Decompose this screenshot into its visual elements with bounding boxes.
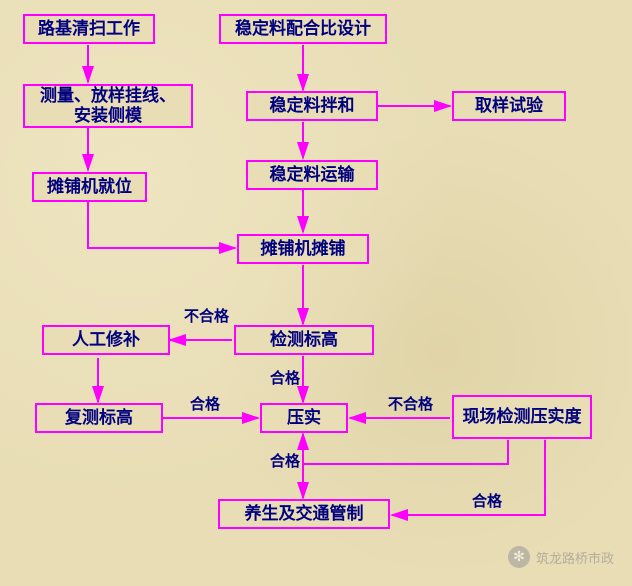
node-paver-position: 摊铺机就位 [32, 172, 147, 202]
node-label: 检测标高 [270, 330, 338, 350]
node-mix-design: 稳定料配合比设计 [219, 14, 387, 44]
node-label: 稳定料配合比设计 [235, 19, 371, 39]
node-recheck-elevation: 复测标高 [35, 403, 163, 433]
node-label: 人工修补 [72, 330, 140, 350]
node-label: 复测标高 [65, 408, 133, 428]
node-label: 摊铺机摊铺 [261, 239, 346, 259]
node-paving: 摊铺机摊铺 [237, 234, 369, 264]
node-field-inspection: 现场检测压实度 [452, 395, 592, 439]
node-label: 压实 [287, 408, 321, 428]
node-label: 测量、放样挂线、安装侧模 [33, 86, 183, 127]
node-transport: 稳定料运输 [246, 160, 378, 190]
node-curing-traffic: 养生及交通管制 [218, 499, 390, 529]
node-label: 现场检测压实度 [463, 407, 582, 427]
node-label: 稳定料运输 [270, 165, 355, 185]
node-manual-repair: 人工修补 [42, 325, 170, 355]
node-label: 路基清扫工作 [38, 19, 140, 39]
watermark-text: 筑龙路桥市政 [536, 548, 614, 567]
node-check-elevation: 检测标高 [234, 325, 374, 355]
node-roadbed-cleaning: 路基清扫工作 [23, 14, 155, 44]
node-sampling: 取样试验 [452, 91, 566, 121]
node-mixing: 稳定料拌和 [246, 91, 378, 121]
watermark: ✻ 筑龙路桥市政 [508, 546, 614, 568]
node-label: 摊铺机就位 [47, 177, 132, 197]
label-pass-3: 合格 [270, 450, 300, 471]
wechat-icon: ✻ [508, 546, 530, 568]
label-fail-1: 不合格 [184, 305, 229, 326]
node-measuring: 测量、放样挂线、安装侧模 [23, 84, 193, 128]
label-fail-2: 不合格 [388, 393, 433, 414]
node-label: 取样试验 [475, 96, 543, 116]
node-compaction: 压实 [260, 403, 348, 433]
label-pass-2: 合格 [190, 393, 220, 414]
label-pass-1: 合格 [270, 367, 300, 388]
node-label: 稳定料拌和 [270, 96, 355, 116]
label-pass-4: 合格 [472, 490, 502, 511]
node-label: 养生及交通管制 [245, 504, 364, 524]
